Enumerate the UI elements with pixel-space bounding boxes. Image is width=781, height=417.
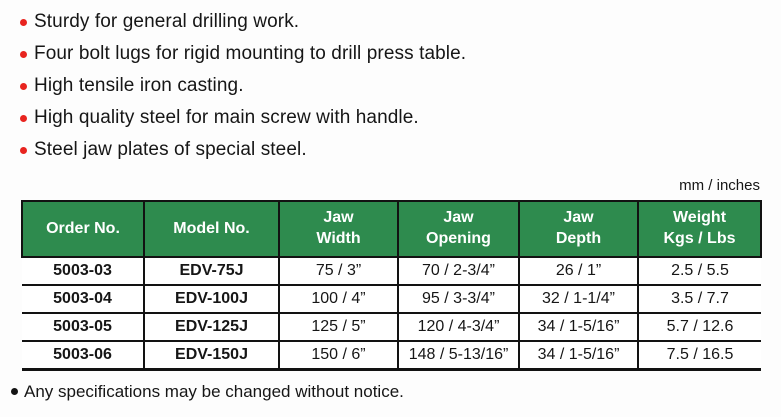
feature-text: Steel jaw plates of special steel. [34, 139, 307, 160]
column-header-jaw-opening: Jaw Opening [397, 200, 520, 258]
cell-jaw-opening: 95 / 3-3/4” [397, 284, 519, 313]
column-header-model-no: Model No. [143, 200, 280, 258]
bullet-icon [20, 18, 27, 26]
bullet-icon [20, 114, 27, 122]
cell-jaw-width: 75 / 3” [278, 256, 398, 285]
feature-text: High quality steel for main screw with h… [34, 107, 419, 128]
cell-model-no: EDV-100J [143, 284, 279, 313]
table-row: 5003-06 EDV-150J 150 / 6” 148 / 5-13/16”… [22, 340, 761, 371]
feature-text: Four bolt lugs for rigid mounting to dri… [34, 43, 467, 64]
cell-order-no: 5003-03 [22, 256, 144, 285]
feature-item: High quality steel for main screw with h… [20, 102, 781, 134]
cell-order-no: 5003-06 [22, 340, 144, 371]
cell-weight: 3.5 / 7.7 [637, 284, 761, 313]
bullet-icon [11, 388, 18, 395]
table-row: 5003-03 EDV-75J 75 / 3” 70 / 2-3/4” 26 /… [22, 256, 761, 285]
cell-model-no: EDV-125J [143, 312, 279, 341]
unit-note: mm / inches [679, 177, 760, 194]
bullet-icon [20, 146, 27, 154]
cell-jaw-opening: 148 / 5-13/16” [397, 340, 519, 371]
feature-item: Sturdy for general drilling work. [20, 6, 781, 38]
cell-model-no: EDV-150J [143, 340, 279, 371]
feature-list: Sturdy for general drilling work. Four b… [0, 0, 781, 166]
cell-jaw-width: 150 / 6” [278, 340, 398, 371]
column-header-weight: Weight Kgs / Lbs [637, 200, 762, 258]
feature-text: High tensile iron casting. [34, 75, 244, 96]
cell-jaw-width: 125 / 5” [278, 312, 398, 341]
footer-note: Any specifications may be changed withou… [11, 382, 781, 402]
feature-item: Four bolt lugs for rigid mounting to dri… [20, 38, 781, 70]
cell-jaw-depth: 32 / 1-1/4” [518, 284, 638, 313]
cell-jaw-depth: 34 / 1-5/16” [518, 340, 638, 371]
cell-order-no: 5003-05 [22, 312, 144, 341]
cell-order-no: 5003-04 [22, 284, 144, 313]
cell-weight: 5.7 / 12.6 [637, 312, 761, 341]
column-header-jaw-width: Jaw Width [278, 200, 399, 258]
specs-table: Order No. Model No. Jaw Width Jaw Openin… [21, 200, 762, 371]
cell-jaw-opening: 70 / 2-3/4” [397, 256, 519, 285]
table-row: 5003-04 EDV-100J 100 / 4” 95 / 3-3/4” 32… [22, 284, 761, 313]
table-row: 5003-05 EDV-125J 125 / 5” 120 / 4-3/4” 3… [22, 312, 761, 341]
cell-jaw-depth: 26 / 1” [518, 256, 638, 285]
column-header-order-no: Order No. [21, 200, 145, 258]
cell-jaw-depth: 34 / 1-5/16” [518, 312, 638, 341]
bullet-icon [20, 82, 27, 90]
cell-model-no: EDV-75J [143, 256, 279, 285]
footer-text: Any specifications may be changed withou… [24, 381, 404, 401]
cell-weight: 7.5 / 16.5 [637, 340, 761, 371]
header-row: Order No. Model No. Jaw Width Jaw Openin… [21, 200, 762, 258]
feature-text: Sturdy for general drilling work. [34, 11, 300, 32]
cell-jaw-opening: 120 / 4-3/4” [397, 312, 519, 341]
cell-weight: 2.5 / 5.5 [637, 256, 761, 285]
cell-jaw-width: 100 / 4” [278, 284, 398, 313]
bullet-icon [20, 50, 27, 58]
column-header-jaw-depth: Jaw Depth [518, 200, 639, 258]
feature-item: High tensile iron casting. [20, 70, 781, 102]
feature-item: Steel jaw plates of special steel. [20, 134, 781, 166]
